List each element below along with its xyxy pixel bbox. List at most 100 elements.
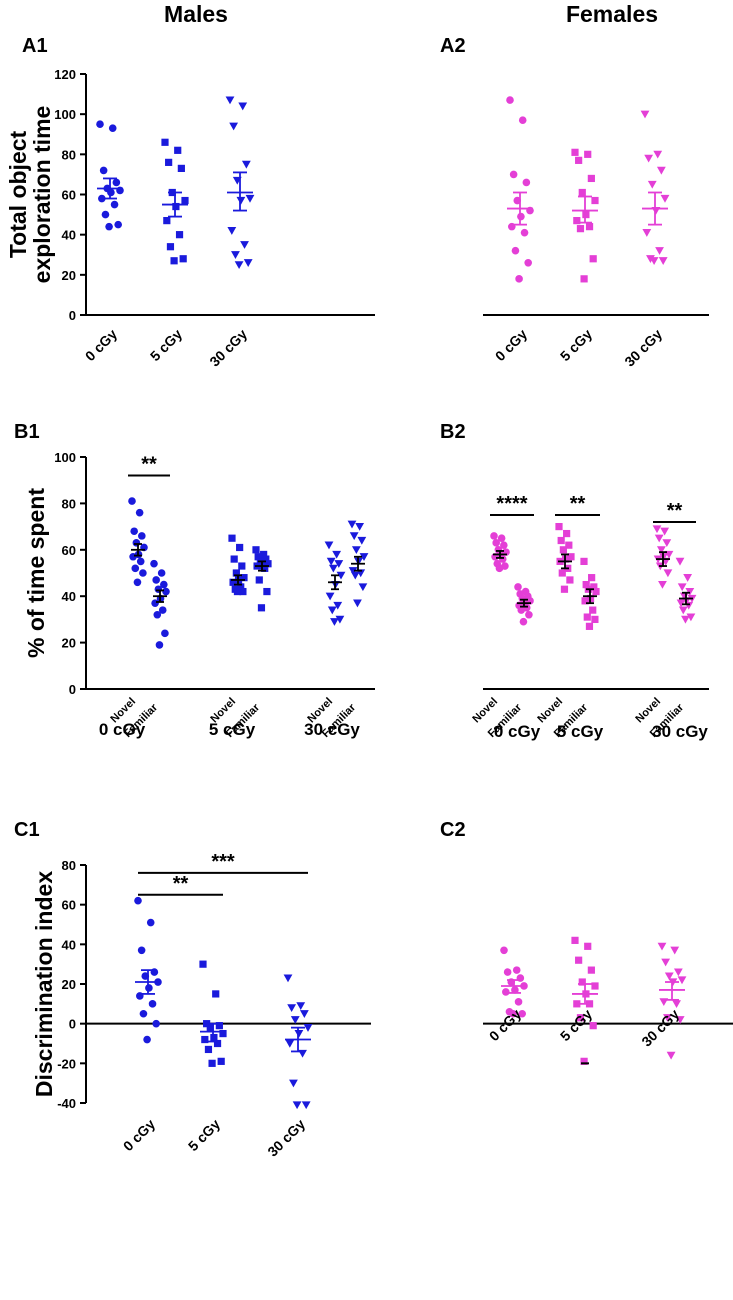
- data-point: [330, 618, 339, 626]
- data-point: [514, 583, 522, 591]
- category-label: 5 cGy: [209, 720, 256, 739]
- category-label: 0 cGy: [492, 326, 530, 364]
- data-point: [677, 583, 687, 592]
- data-point: [240, 574, 248, 582]
- data-point: [576, 225, 585, 233]
- data-point: [359, 553, 369, 561]
- significance-stars: ****: [496, 493, 527, 515]
- data-point: [294, 1029, 304, 1038]
- data-point: [181, 196, 189, 205]
- data-point: [664, 972, 674, 981]
- data-point: [567, 553, 575, 561]
- category-label: 30 cGy: [206, 326, 250, 370]
- data-point: [563, 529, 571, 538]
- data-point: [512, 966, 521, 974]
- data-point: [236, 196, 246, 205]
- data-point: [520, 228, 529, 237]
- data-point: [170, 257, 178, 265]
- data-point: [589, 1022, 597, 1030]
- data-point: [264, 560, 272, 568]
- data-point: [515, 275, 523, 283]
- data-point: [573, 217, 581, 225]
- data-point: [560, 585, 569, 593]
- column-title-males: Males: [164, 1, 228, 27]
- data-point: [326, 557, 336, 566]
- data-point: [155, 641, 164, 649]
- data-point: [675, 1016, 685, 1024]
- data-point: [325, 592, 335, 601]
- data-point: [517, 606, 526, 614]
- data-point: [301, 1101, 311, 1110]
- data-point: [228, 534, 236, 542]
- data-point: [506, 96, 514, 104]
- data-point: [587, 174, 595, 183]
- significance-stars: ***: [211, 851, 235, 873]
- data-point: [292, 1101, 302, 1110]
- data-point: [649, 257, 659, 265]
- y-tick-label: 40: [62, 937, 76, 952]
- data-point: [145, 984, 153, 992]
- data-point: [336, 571, 346, 580]
- data-point: [676, 599, 686, 608]
- y-tick-label: 40: [62, 228, 76, 243]
- category-label: 0 cGy: [494, 722, 541, 741]
- y-axis-label: % of time spent: [23, 488, 49, 658]
- data-point: [590, 583, 598, 591]
- data-point: [509, 1009, 517, 1018]
- data-point: [177, 164, 185, 172]
- data-point: [565, 541, 573, 549]
- data-point: [219, 1029, 227, 1038]
- data-point: [647, 180, 657, 189]
- category-label: 30 cGy: [304, 720, 360, 739]
- data-point: [287, 1004, 297, 1012]
- data-point: [241, 160, 251, 169]
- data-point: [146, 918, 155, 927]
- y-tick-label: 20: [62, 268, 76, 283]
- data-point: [524, 258, 532, 267]
- data-point: [152, 576, 160, 584]
- data-point: [233, 587, 242, 596]
- data-point: [107, 188, 115, 197]
- panel-label: A1: [22, 35, 48, 57]
- y-tick-label: 20: [62, 636, 76, 651]
- data-point: [589, 606, 597, 614]
- data-point: [210, 1033, 218, 1042]
- y-axis-label-line2: exploration time: [29, 106, 55, 284]
- data-point: [588, 574, 596, 582]
- data-point: [580, 275, 588, 283]
- y-tick-label: 100: [54, 107, 76, 122]
- data-point: [575, 156, 583, 164]
- data-point: [582, 581, 590, 589]
- data-point: [148, 1000, 157, 1008]
- data-point: [238, 562, 246, 570]
- data-point: [670, 946, 680, 955]
- data-point: [653, 150, 663, 159]
- data-point: [101, 210, 110, 219]
- data-point: [663, 1014, 672, 1022]
- data-point: [592, 587, 600, 596]
- data-point: [519, 617, 528, 626]
- data-point: [357, 536, 367, 545]
- data-point: [137, 946, 146, 955]
- panel-c1: C1 Discrimination index-40 -20 0 20 40 60 80 0 c…: [14, 819, 371, 1160]
- data-point: [644, 154, 654, 163]
- y-tick-label: 0: [69, 1017, 76, 1032]
- data-point: [355, 523, 365, 531]
- category-label: 30 cGy: [621, 326, 665, 370]
- data-point: [587, 966, 595, 974]
- y-tick-label: 60: [62, 898, 76, 913]
- data-point: [681, 615, 690, 624]
- data-point: [208, 1059, 216, 1067]
- category-label: 0 cGy: [99, 720, 146, 739]
- data-point: [573, 1000, 581, 1008]
- sub-category-label: Novel: [535, 696, 565, 726]
- data-point: [105, 222, 113, 231]
- data-point: [683, 574, 693, 582]
- data-point: [139, 1009, 148, 1018]
- data-point: [172, 202, 180, 211]
- category-label: 5 cGy: [147, 326, 185, 364]
- data-point: [158, 606, 167, 614]
- data-point: [303, 1024, 313, 1032]
- data-point: [655, 247, 664, 255]
